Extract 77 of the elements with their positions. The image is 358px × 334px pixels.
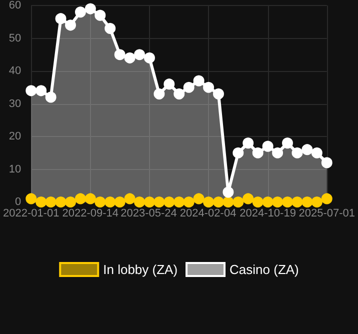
point [302, 196, 313, 208]
point [321, 193, 332, 204]
point [164, 78, 175, 90]
point [252, 147, 264, 158]
point [65, 20, 76, 31]
point [154, 88, 165, 100]
point [144, 52, 155, 64]
point [104, 196, 116, 208]
point [65, 196, 76, 208]
point [124, 193, 136, 204]
point [311, 196, 322, 208]
x-tick-label: 2023-05-24 [120, 208, 177, 220]
y-tick-label: 30 [8, 98, 22, 110]
point [222, 186, 234, 198]
y-tick-label: 50 [8, 32, 22, 44]
point [144, 196, 155, 208]
point [26, 85, 37, 96]
point [321, 157, 332, 168]
point [212, 88, 224, 100]
point [193, 75, 204, 86]
point [232, 196, 244, 208]
point [84, 3, 96, 14]
point [252, 196, 264, 208]
point [94, 196, 106, 208]
point [84, 193, 96, 204]
point [36, 85, 47, 96]
point [174, 88, 185, 100]
point [174, 196, 185, 208]
point [203, 82, 214, 93]
point [55, 13, 66, 24]
point [55, 196, 66, 208]
point [45, 92, 56, 103]
point [272, 196, 284, 208]
point [134, 49, 146, 60]
point [232, 147, 244, 158]
x-tick-label: 2024-02-04 [180, 208, 236, 220]
y-tick-label: 0 [15, 196, 22, 208]
x-tick-label: 2022-01-01 [2, 208, 60, 220]
point [212, 196, 224, 208]
point [74, 6, 86, 18]
y-tick-label: 40 [8, 65, 22, 77]
point [94, 10, 106, 21]
point [36, 196, 47, 208]
x-tick-label: 2025-07-01 [298, 208, 356, 220]
point [262, 196, 274, 208]
point [74, 193, 86, 204]
x-tick-label: 2024-10-19 [240, 208, 296, 220]
y-tick-label: 20 [8, 130, 22, 142]
point [272, 147, 284, 158]
point [203, 196, 214, 208]
legend-label: In lobby (ZA) [103, 262, 178, 277]
y-tick-label: 10 [8, 163, 22, 176]
point [292, 196, 303, 208]
point [114, 196, 126, 208]
point [292, 147, 303, 158]
point [262, 140, 274, 152]
point [26, 193, 37, 204]
point [45, 196, 56, 208]
point [124, 52, 136, 64]
point [104, 22, 116, 34]
point [134, 196, 146, 208]
point [183, 196, 194, 208]
point [222, 196, 234, 208]
legend-label: Casino (ZA) [230, 262, 299, 277]
point [154, 196, 165, 208]
point [183, 82, 194, 93]
x-tick-label: 2022-09-14 [62, 208, 119, 220]
point [242, 138, 254, 149]
point [311, 147, 322, 158]
point [193, 193, 204, 204]
point [242, 193, 254, 204]
point [302, 144, 313, 156]
point [282, 196, 293, 208]
point [282, 138, 293, 149]
y-tick-label: 60 [8, 0, 22, 12]
point [114, 49, 126, 60]
point [164, 196, 175, 208]
